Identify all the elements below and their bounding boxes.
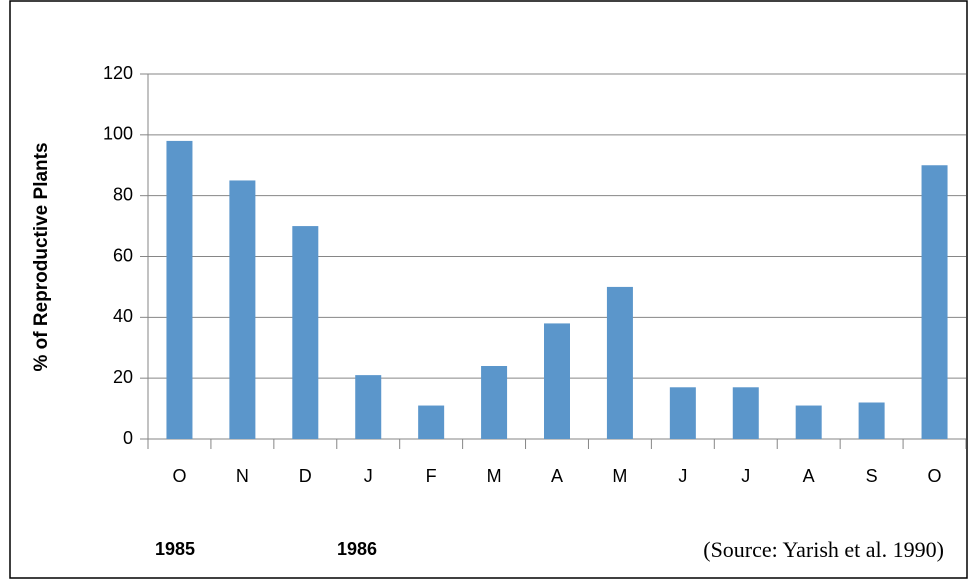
x-tick-label: M	[612, 466, 627, 486]
y-tick-label: 40	[113, 306, 133, 326]
bar	[418, 405, 445, 439]
year-label: 1986	[337, 539, 377, 559]
bar	[292, 226, 319, 439]
bar	[795, 405, 822, 439]
bar	[544, 323, 570, 439]
x-tick-label: D	[299, 466, 312, 486]
x-tick-label: J	[678, 466, 687, 486]
x-tick-label: N	[236, 466, 249, 486]
y-axis-label: % of Reproductive Plants	[31, 142, 52, 371]
x-tick-label: M	[487, 466, 502, 486]
source-note: (Source: Yarish et al. 1990)	[703, 537, 944, 562]
x-tick-label: F	[426, 466, 437, 486]
bar	[732, 387, 759, 439]
bar	[921, 165, 948, 439]
bar	[858, 402, 885, 439]
bar	[166, 140, 193, 439]
y-tick-label: 60	[113, 245, 133, 265]
x-tick-label: O	[928, 466, 942, 486]
x-tick-label: A	[551, 466, 563, 486]
bar	[669, 387, 696, 439]
bar	[355, 375, 382, 439]
x-tick-label: S	[866, 466, 878, 486]
y-tick-label: 20	[113, 367, 133, 387]
y-tick-label: 80	[113, 184, 133, 204]
x-tick-label: O	[172, 466, 186, 486]
year-label: 1985	[155, 539, 195, 559]
x-tick-label: J	[364, 466, 373, 486]
frame	[9, 0, 968, 579]
bar	[606, 286, 633, 439]
y-tick-label: 0	[123, 428, 133, 448]
x-tick-label: A	[803, 466, 815, 486]
y-tick-label: 120	[103, 63, 133, 83]
bar	[229, 180, 256, 440]
y-tick-label: 100	[103, 124, 133, 144]
x-tick-label: J	[741, 466, 750, 486]
bar	[481, 366, 508, 439]
